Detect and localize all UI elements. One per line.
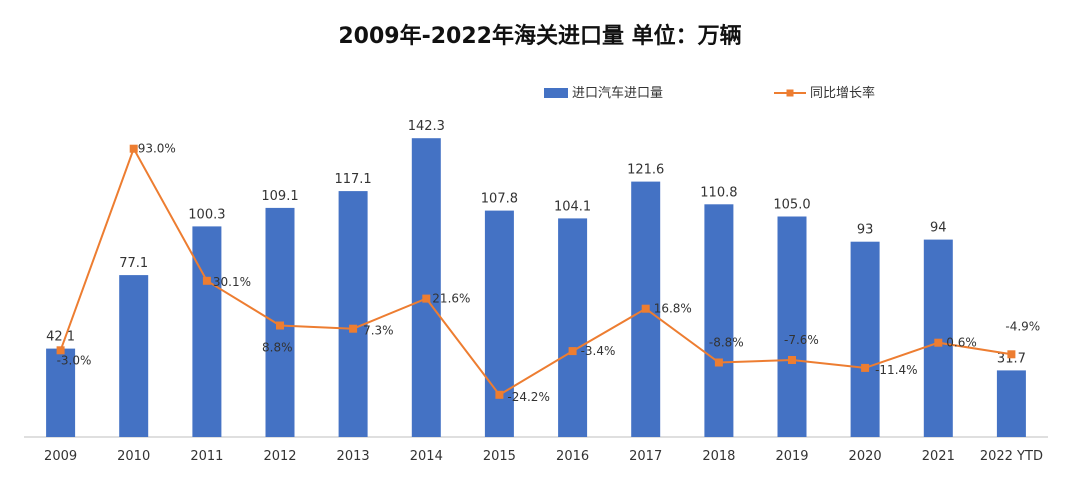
growth-rate-marker-9 — [714, 358, 723, 367]
growth-rate-marker-6 — [495, 390, 504, 399]
bar-value-label-4: 117.1 — [334, 172, 371, 187]
growth-rate-label-4: 7.3% — [363, 324, 394, 338]
x-tick-label-12: 2021 — [922, 449, 955, 464]
x-tick-label-9: 2018 — [702, 449, 735, 464]
bar-5 — [411, 138, 441, 437]
legend-line-marker — [786, 89, 794, 97]
bar-labels-group: 42.1 77.1 100.3 109.1 117.1 142.3 107.8 104.1 12… — [46, 119, 1026, 366]
growth-rate-marker-3 — [276, 321, 284, 330]
chart-title: 2009年-2022年海关进口量 单位：万辆 — [338, 24, 742, 49]
bar-11 — [850, 241, 880, 437]
x-tick-label-1: 2010 — [117, 449, 150, 464]
growth-rate-marker-2 — [202, 276, 211, 285]
growth-rate-marker-4 — [349, 324, 358, 333]
growth-rate-marker-0 — [56, 346, 65, 355]
legend-bar-label: 进口汽车进口量 — [572, 85, 663, 101]
bar-1 — [119, 275, 149, 437]
x-ticks-group: 2009 2010 2011 2012 2013 2014 2015 2016 2017 2018… — [44, 449, 1043, 464]
bar-6 — [484, 210, 514, 437]
growth-rate-marker-1 — [129, 144, 138, 153]
x-tick-label-11: 2020 — [849, 449, 882, 464]
bar-13 — [996, 370, 1026, 437]
bar-value-label-8: 121.6 — [627, 163, 664, 178]
growth-rate-label-3: 8.8% — [262, 341, 293, 355]
growth-rate-label-10: -7.6% — [784, 333, 819, 347]
bar-4 — [338, 191, 368, 437]
growth-rate-label-13: -4.9% — [1005, 319, 1040, 333]
growth-rate-marker-7 — [568, 347, 577, 356]
bar-value-label-7: 104.1 — [554, 199, 591, 214]
pct-labels-group: -3.0% 93.0% 30.1% 8.8% 7.3% 21.6% -24.2% -3.4% 1… — [57, 142, 1041, 404]
x-tick-label-8: 2017 — [629, 449, 662, 464]
bar-value-label-2: 100.3 — [188, 207, 225, 222]
x-tick-label-13: 2022 YTD — [980, 449, 1043, 464]
growth-rate-marker-5 — [422, 294, 431, 303]
x-tick-label-7: 2016 — [556, 449, 589, 464]
bar-2 — [192, 226, 222, 437]
growth-rate-label-5: 21.6% — [432, 292, 470, 306]
bar-value-label-11: 93 — [857, 223, 874, 238]
bar-value-label-5: 142.3 — [408, 119, 445, 134]
growth-rate-label-0: -3.0% — [57, 353, 92, 367]
x-tick-label-10: 2019 — [775, 449, 808, 464]
x-tick-label-6: 2015 — [483, 449, 516, 464]
growth-rate-label-12: 0.6% — [946, 336, 977, 350]
bar-10 — [777, 216, 807, 437]
growth-line-group — [56, 144, 1016, 399]
x-tick-label-3: 2012 — [263, 449, 296, 464]
growth-rate-label-9: -8.8% — [709, 336, 744, 350]
growth-rate-label-8: 16.8% — [654, 302, 692, 316]
bar-value-label-12: 94 — [930, 221, 947, 236]
legend: 进口汽车进口量 同比增长率 — [544, 85, 875, 101]
legend-line-label: 同比增长率 — [810, 85, 875, 101]
bar-value-label-10: 105.0 — [773, 198, 810, 213]
x-tick-label-5: 2014 — [410, 449, 443, 464]
bar-value-label-13: 31.7 — [997, 351, 1026, 366]
growth-rate-marker-8 — [641, 304, 650, 313]
growth-rate-marker-11 — [861, 363, 870, 372]
bar-value-label-3: 109.1 — [261, 189, 298, 204]
growth-rate-marker-12 — [934, 338, 943, 347]
growth-rate-label-11: -11.4% — [875, 363, 917, 377]
growth-rate-marker-10 — [788, 356, 796, 364]
bar-value-label-6: 107.8 — [481, 192, 518, 207]
bar-value-label-0: 42.1 — [46, 330, 75, 345]
growth-rate-label-1: 93.0% — [138, 142, 176, 156]
x-tick-label-0: 2009 — [44, 449, 77, 464]
bar-9 — [704, 204, 734, 437]
bar-0 — [46, 348, 76, 437]
growth-rate-label-6: -24.2% — [507, 390, 549, 404]
bar-12 — [923, 239, 953, 437]
bar-value-label-9: 110.8 — [700, 185, 737, 200]
bar-value-label-1: 77.1 — [119, 256, 148, 271]
growth-rate-marker-13 — [1007, 350, 1016, 359]
growth-rate-line — [59, 146, 1012, 397]
growth-rate-label-2: 30.1% — [213, 275, 251, 289]
legend-bar-swatch — [544, 88, 568, 98]
growth-rate-label-7: -3.4% — [581, 344, 616, 358]
x-tick-label-4: 2013 — [337, 449, 370, 464]
bar-7 — [558, 218, 588, 437]
x-tick-label-2: 2011 — [190, 449, 223, 464]
